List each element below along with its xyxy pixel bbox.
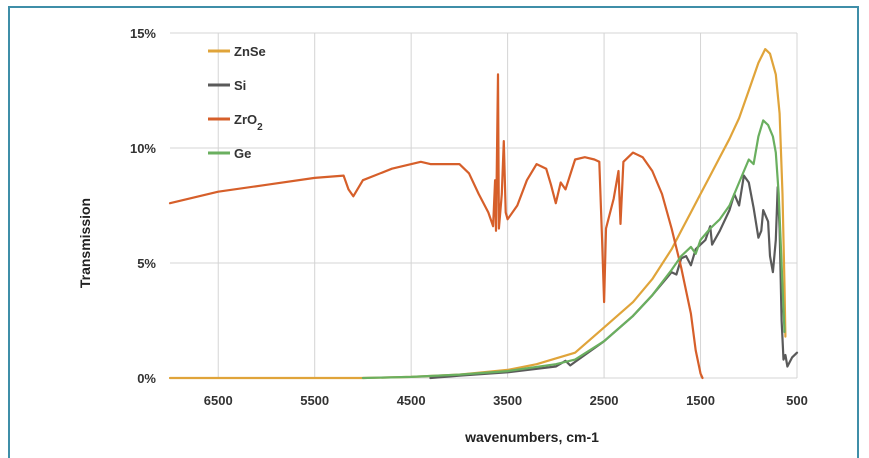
y-tick-label: 10% xyxy=(130,141,156,156)
x-tick-label: 5500 xyxy=(300,393,329,408)
y-tick-label: 0% xyxy=(137,371,156,386)
legend-label-zro2: ZrO2 xyxy=(234,112,263,133)
x-tick-label: 6500 xyxy=(204,393,233,408)
x-tick-label: 500 xyxy=(786,393,808,408)
y-axis-label: Transmission xyxy=(77,198,93,288)
grid xyxy=(170,32,798,379)
x-tick-label: 2500 xyxy=(590,393,619,408)
legend: ZnSe Si ZrO2 Ge xyxy=(208,44,266,161)
x-axis-ticks: 6500 5500 4500 3500 2500 1500 500 xyxy=(204,393,808,408)
y-tick-label: 5% xyxy=(137,256,156,271)
x-tick-label: 1500 xyxy=(686,393,715,408)
series-line-zro2 xyxy=(168,73,704,380)
legend-label-ge: Ge xyxy=(234,146,251,161)
x-tick-label: 3500 xyxy=(493,393,522,408)
legend-label-si: Si xyxy=(234,78,246,93)
x-axis-label: wavenumbers, cm-1 xyxy=(464,429,599,445)
y-tick-label: 15% xyxy=(130,26,156,41)
x-tick-label: 4500 xyxy=(397,393,426,408)
legend-label-znse: ZnSe xyxy=(234,44,266,59)
series-line-znse xyxy=(168,48,787,380)
y-axis-ticks: 0% 5% 10% 15% xyxy=(130,26,156,386)
series-line-ge xyxy=(361,119,786,380)
series-lines xyxy=(168,48,799,380)
chart-frame xyxy=(8,6,859,458)
